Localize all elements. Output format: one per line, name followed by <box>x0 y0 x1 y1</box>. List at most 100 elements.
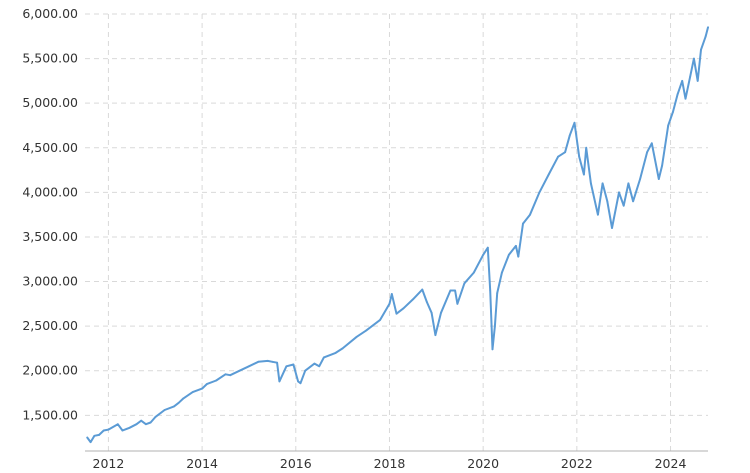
y-tick-label: 3,500.00 <box>22 229 78 244</box>
data-point <box>676 93 679 96</box>
data-point <box>517 255 520 258</box>
y-tick-label: 2,500.00 <box>22 318 78 333</box>
data-point <box>627 182 630 185</box>
data-point <box>102 429 105 432</box>
data-point <box>606 200 609 203</box>
data-point <box>379 319 382 321</box>
data-point <box>547 173 550 176</box>
y-tick-label: 3,000.00 <box>22 274 78 289</box>
y-tick-label: 4,000.00 <box>22 184 78 199</box>
data-point <box>430 311 433 314</box>
data-point <box>248 365 250 368</box>
data-point <box>421 288 424 291</box>
data-point <box>402 307 405 310</box>
data-point <box>472 271 475 274</box>
data-point <box>257 360 260 363</box>
data-point <box>177 401 180 404</box>
data-point <box>365 329 367 332</box>
data-point <box>205 383 208 386</box>
data-point <box>582 173 585 176</box>
data-point <box>704 35 707 38</box>
x-axis-tick-labels: 2012 2014 2016 2018 2020 2022 2024 <box>93 456 687 471</box>
data-point <box>201 387 204 390</box>
data-point <box>689 75 692 78</box>
y-tick-label: 4,500.00 <box>22 140 78 155</box>
data-point <box>522 222 524 225</box>
y-tick-label: 2,000.00 <box>22 363 78 378</box>
y-tick-label: 5,000.00 <box>22 95 78 110</box>
data-point <box>486 246 489 249</box>
data-point <box>538 191 541 194</box>
data-point <box>334 351 337 354</box>
data-point <box>318 365 321 368</box>
data-point <box>266 360 269 362</box>
data-point <box>657 178 660 180</box>
data-point <box>454 289 456 292</box>
data-point <box>140 419 143 422</box>
data-point <box>500 271 503 274</box>
data-point <box>388 302 391 305</box>
data-point <box>700 48 702 51</box>
data-point <box>681 79 684 82</box>
series-layer <box>86 26 709 444</box>
data-point <box>508 253 510 256</box>
data-point <box>89 441 92 443</box>
data-point <box>116 423 119 426</box>
data-point <box>684 97 687 100</box>
data-point <box>154 416 157 419</box>
data-point <box>191 391 194 394</box>
data-point <box>632 200 634 203</box>
data-point <box>304 369 307 372</box>
data-point <box>238 369 241 372</box>
data-point <box>271 360 274 363</box>
data-point <box>341 347 344 350</box>
data-point <box>224 373 227 376</box>
data-point <box>578 155 581 158</box>
data-point <box>426 301 428 303</box>
data-point <box>491 348 494 351</box>
data-point <box>285 365 288 368</box>
data-point <box>173 405 175 408</box>
data-point <box>693 57 695 60</box>
data-point <box>449 289 452 292</box>
y-tick-label: 5,500.00 <box>22 51 78 66</box>
data-point <box>573 121 576 124</box>
data-point <box>463 282 466 285</box>
x-tick-label: 2020 <box>467 456 499 471</box>
data-point <box>215 379 218 382</box>
data-point <box>564 151 567 154</box>
data-point <box>86 436 89 439</box>
x-tick-label: 2022 <box>561 456 593 471</box>
data-point <box>182 397 185 400</box>
data-point <box>163 409 166 411</box>
data-point <box>149 421 152 424</box>
data-point <box>135 423 138 426</box>
data-point <box>297 380 300 383</box>
x-tick-label: 2018 <box>374 456 406 471</box>
data-point <box>456 302 459 305</box>
data-point <box>707 26 709 29</box>
data-point <box>667 124 670 127</box>
data-point <box>395 312 398 315</box>
data-point <box>390 293 393 295</box>
data-point <box>496 292 499 295</box>
data-point <box>107 428 110 431</box>
data-point <box>529 213 531 216</box>
data-point <box>557 155 560 158</box>
data-point <box>639 178 641 180</box>
data-point <box>144 423 147 426</box>
data-point <box>622 204 625 207</box>
data-point <box>493 325 496 328</box>
data-point <box>696 79 699 82</box>
x-tick-label: 2016 <box>280 456 312 471</box>
gridlines <box>85 13 708 451</box>
data-point <box>585 146 588 149</box>
data-point <box>482 253 485 256</box>
data-point <box>322 356 325 359</box>
data-point <box>618 191 620 194</box>
data-point <box>440 311 442 314</box>
data-point <box>299 382 302 385</box>
data-point <box>121 429 124 432</box>
data-point <box>568 134 571 137</box>
x-tick-label: 2012 <box>93 456 125 471</box>
